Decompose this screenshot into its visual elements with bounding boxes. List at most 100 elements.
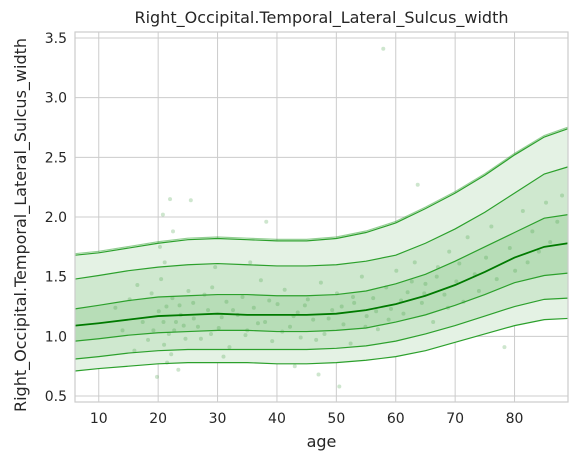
data-point bbox=[177, 303, 182, 308]
data-point bbox=[311, 317, 316, 322]
data-point bbox=[447, 249, 452, 254]
data-point bbox=[525, 260, 530, 265]
data-point bbox=[191, 300, 196, 305]
data-point bbox=[314, 337, 319, 342]
y-tick-labels: 0.5 1.0 1.5 2.0 2.5 3.0 3.5 bbox=[45, 31, 67, 405]
data-point bbox=[423, 281, 428, 286]
data-point bbox=[263, 320, 268, 325]
y-tick-label: 1.0 bbox=[45, 329, 67, 345]
data-point bbox=[431, 320, 436, 325]
data-point bbox=[224, 299, 229, 304]
data-point bbox=[267, 298, 272, 303]
data-point bbox=[198, 336, 203, 341]
y-tick-label: 2.0 bbox=[45, 210, 67, 226]
centile-line bbox=[74, 214, 569, 310]
centile-line bbox=[74, 128, 569, 256]
data-point bbox=[154, 374, 159, 379]
data-point bbox=[502, 345, 507, 350]
x-tick-labels: 10 20 30 40 50 60 70 80 bbox=[90, 411, 524, 427]
data-point bbox=[186, 289, 191, 293]
data-point bbox=[359, 274, 364, 279]
data-point bbox=[318, 280, 323, 285]
x-tick-label: 70 bbox=[446, 411, 464, 427]
centile-bands bbox=[75, 128, 568, 371]
data-point bbox=[371, 296, 376, 301]
data-point bbox=[434, 274, 439, 279]
data-point bbox=[168, 197, 173, 202]
data-point bbox=[507, 246, 512, 251]
data-point bbox=[240, 294, 245, 299]
data-point bbox=[292, 364, 297, 369]
data-point bbox=[326, 316, 331, 321]
data-point bbox=[352, 300, 357, 305]
x-tick-label: 60 bbox=[387, 411, 405, 427]
data-point bbox=[530, 229, 535, 234]
data-point bbox=[322, 331, 327, 336]
centile-line bbox=[74, 317, 569, 372]
data-point bbox=[275, 302, 280, 307]
x-tick-label: 40 bbox=[268, 411, 286, 427]
y-axis-label: Right_Occipital.Temporal_Lateral_Sulcus_… bbox=[11, 38, 31, 412]
data-point bbox=[183, 336, 188, 341]
data-point bbox=[209, 331, 214, 336]
data-point bbox=[160, 212, 165, 217]
data-point bbox=[520, 209, 525, 214]
data-point bbox=[282, 287, 287, 292]
data-point bbox=[419, 300, 424, 305]
data-point bbox=[513, 268, 518, 273]
data-point bbox=[484, 255, 489, 260]
data-point bbox=[255, 321, 260, 326]
data-point bbox=[409, 279, 414, 284]
data-point bbox=[181, 323, 186, 328]
data-point bbox=[171, 229, 176, 234]
data-point bbox=[302, 303, 307, 308]
data-point bbox=[350, 294, 355, 299]
data-point bbox=[149, 291, 154, 296]
x-tick-label: 20 bbox=[149, 411, 167, 427]
data-point bbox=[560, 193, 565, 198]
data-point bbox=[494, 277, 499, 282]
data-point bbox=[176, 367, 181, 372]
data-point bbox=[415, 182, 420, 187]
data-point bbox=[173, 320, 178, 325]
data-point bbox=[227, 345, 232, 350]
band-inner bbox=[75, 214, 568, 342]
data-point bbox=[156, 309, 161, 314]
data-point bbox=[374, 309, 379, 314]
data-point bbox=[146, 337, 151, 342]
y-tick-label: 3.5 bbox=[45, 31, 67, 47]
data-point bbox=[422, 291, 427, 296]
data-point bbox=[251, 305, 256, 310]
data-point bbox=[248, 260, 253, 265]
plot-frame bbox=[74, 31, 569, 403]
y-tick-label: 2.5 bbox=[45, 150, 67, 166]
data-point bbox=[298, 335, 303, 340]
data-point bbox=[191, 316, 196, 321]
data-point bbox=[132, 348, 137, 353]
data-point bbox=[348, 341, 353, 346]
x-tick-label: 50 bbox=[327, 411, 345, 427]
data-point bbox=[216, 326, 221, 330]
data-point bbox=[295, 310, 300, 315]
data-point bbox=[548, 240, 553, 245]
data-point bbox=[401, 311, 406, 316]
data-point bbox=[489, 224, 494, 229]
data-point bbox=[457, 261, 462, 266]
median-line bbox=[74, 242, 569, 327]
data-point bbox=[270, 339, 275, 344]
data-point bbox=[339, 304, 344, 309]
data-point bbox=[113, 305, 118, 310]
data-point bbox=[405, 290, 410, 295]
data-point bbox=[172, 328, 177, 333]
data-point bbox=[210, 285, 215, 290]
data-point bbox=[151, 328, 156, 333]
data-point bbox=[170, 296, 175, 301]
x-axis-label: age bbox=[307, 432, 337, 451]
data-point bbox=[375, 327, 380, 332]
data-point bbox=[476, 289, 481, 293]
data-point bbox=[288, 324, 293, 329]
x-tick-label: 10 bbox=[90, 411, 108, 427]
data-point bbox=[264, 219, 269, 224]
data-point bbox=[394, 268, 399, 273]
